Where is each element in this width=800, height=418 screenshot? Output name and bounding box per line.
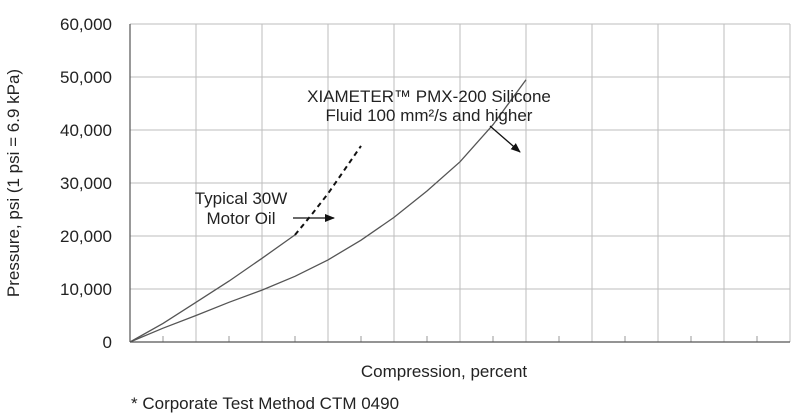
silicone-annotation-line2: Fluid 100 mm²/s and higher [326,106,533,125]
series-group [129,79,527,343]
y-tick-label: 40,000 [60,121,112,140]
y-tick-label: 10,000 [60,280,112,299]
series-line-2 [294,145,362,236]
oil-annotation-line2: Motor Oil [207,209,276,228]
y-tick-label: 20,000 [60,227,112,246]
series-line-0 [129,79,527,343]
series-line-1 [129,234,296,343]
silicone-annotation-arrow [489,125,521,153]
y-tick-labels: 0 10,000 20,000 30,000 40,000 50,000 60,000 [60,15,112,352]
y-axis-label: Pressure, psi (1 psi = 6.9 kPa) [4,69,23,297]
silicone-annotation-line1: XIAMETER™ PMX-200 Silicone [307,87,551,106]
grid [129,23,791,343]
oil-annotation-line1: Typical 30W [195,189,288,208]
footnote: * Corporate Test Method CTM 0490 [131,394,400,413]
y-tick-label: 50,000 [60,68,112,87]
y-tick-label: 0 [103,333,112,352]
y-tick-label: 30,000 [60,174,112,193]
silicone-annotation: XIAMETER™ PMX-200 Silicone Fluid 100 mm²… [307,87,551,153]
x-axis-label: Compression, percent [361,362,528,381]
y-tick-label: 60,000 [60,15,112,34]
oil-annotation: Typical 30W Motor Oil [195,189,335,228]
